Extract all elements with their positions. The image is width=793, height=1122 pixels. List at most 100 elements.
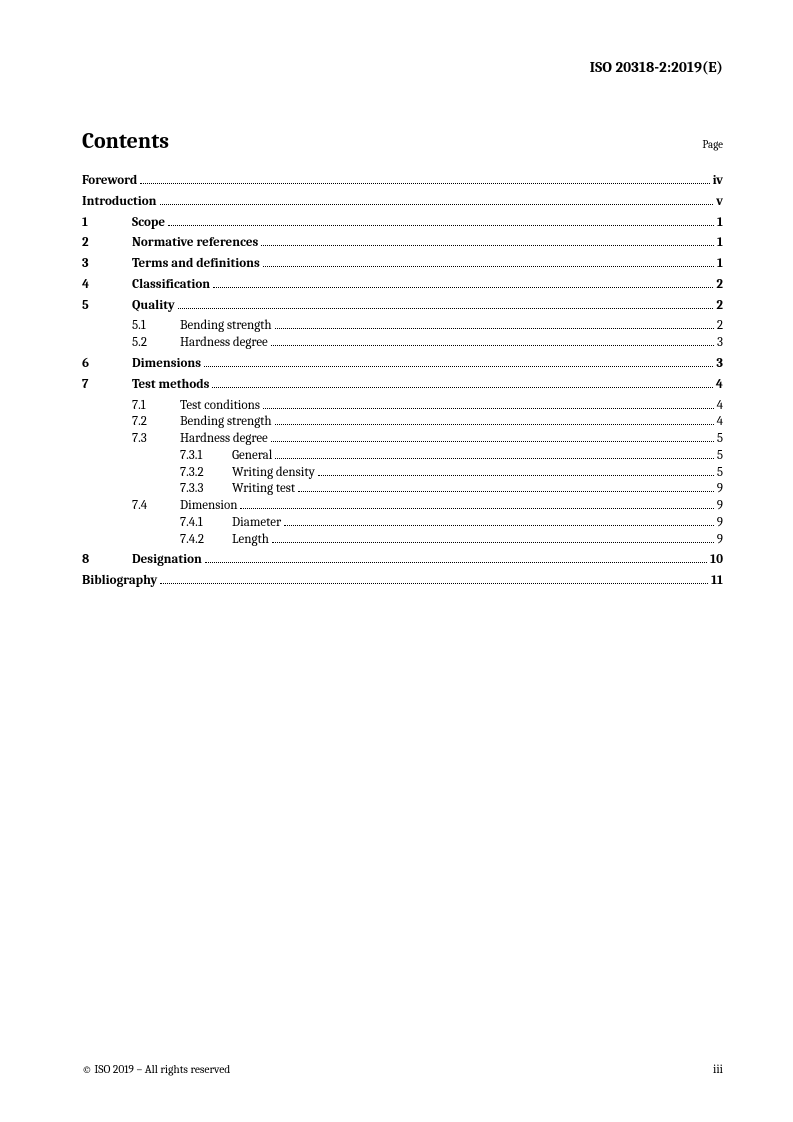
toc-leader (263, 398, 714, 408)
toc-entry-page: 10 (710, 553, 723, 567)
toc-entry: 4Classification2 (82, 278, 723, 292)
toc-entry: 7.4.1Diameter9 (82, 516, 723, 530)
toc-entry: 7.3.3Writing test9 (82, 482, 723, 496)
toc-entry-number: 5.2 (132, 336, 180, 350)
toc-entry: 7.2Bending strength4 (82, 415, 723, 429)
toc-entry-page: 1 (717, 216, 723, 230)
toc-entry-number: 7.4.1 (180, 516, 232, 530)
page: ISO 20318-2:2019(E) Contents Page Forewo… (0, 0, 793, 1122)
toc-entry-title: Test methods (132, 378, 209, 392)
toc-entry: 5.1Bending strength 2 (82, 319, 723, 333)
toc-entry: 6Dimensions3 (82, 357, 723, 371)
toc-leader (205, 553, 707, 563)
toc-leader (275, 415, 714, 425)
toc-entry-page: 9 (717, 533, 723, 547)
toc-entry: 3Terms and definitions 1 (82, 257, 723, 271)
toc-leader (213, 278, 713, 288)
toc-leader (168, 216, 714, 226)
toc-entry-title: Scope (132, 216, 165, 230)
toc-entry-title: Writing test (232, 482, 295, 496)
toc-entry-page: 5 (717, 449, 723, 463)
toc-entry-title: Dimensions (132, 357, 201, 371)
toc-entry-page: 2 (716, 278, 723, 292)
toc-leader (261, 236, 714, 246)
toc-entry-number: 5.1 (132, 319, 180, 333)
toc-entry-page: iv (713, 174, 723, 188)
toc-entry: 2Normative references 1 (82, 236, 723, 250)
toc-entry-number: 7.3.3 (180, 482, 232, 496)
toc-entry-page: 5 (717, 466, 723, 480)
toc-leader (178, 299, 714, 309)
page-footer: © ISO 2019 – All rights reserved iii (82, 1062, 723, 1076)
toc-entry-number: 7.1 (132, 399, 180, 413)
toc-leader (275, 449, 714, 459)
toc-entry-page: 5 (717, 432, 723, 446)
toc-leader (160, 574, 708, 584)
toc-leader (272, 533, 714, 543)
toc-entry-title: Dimension (180, 499, 237, 513)
copyright-text: © ISO 2019 – All rights reserved (82, 1063, 230, 1076)
toc-entry-title: Test conditions (180, 399, 260, 413)
toc-entry-number: 2 (82, 236, 132, 250)
toc-entry-title: Hardness degree (180, 432, 268, 446)
toc-entry-title: Hardness degree (180, 336, 268, 350)
toc-leader (160, 195, 714, 205)
toc-entry-page: 4 (717, 415, 723, 429)
toc-entry: 7.1Test conditions 4 (82, 398, 723, 412)
toc-entry-title: Bibliography (82, 574, 157, 588)
toc-entry-number: 7.4 (132, 499, 180, 513)
toc-entry-number: 5 (82, 299, 132, 313)
toc-entry-page: 2 (716, 299, 723, 313)
toc-group: 7Test methods47.1Test conditions47.2Bend… (82, 378, 723, 547)
toc-entry-title: Introduction (82, 195, 157, 209)
toc-entry-page: 11 (711, 574, 723, 588)
toc-entry-page: 3 (716, 357, 723, 371)
toc-entry-title: Foreword (82, 174, 137, 188)
toc-leader (240, 499, 713, 509)
toc-entry: 7.3.2Writing density5 (82, 465, 723, 479)
toc-entry-page: 1 (717, 236, 723, 250)
toc-entry-number: 7 (82, 378, 132, 392)
toc-entry: 7.3.1General 5 (82, 449, 723, 463)
toc-leader (284, 516, 714, 526)
document-id: ISO 20318-2:2019(E) (82, 58, 723, 76)
toc-entry-number: 7.4.2 (180, 533, 232, 547)
toc-entry-title: Bending strength (180, 319, 272, 333)
toc-entry-title: Length (232, 533, 269, 547)
toc-entry-title: Diameter (232, 516, 281, 530)
toc-entry-title: Quality (132, 299, 175, 313)
toc-entry-number: 7.3.1 (180, 449, 232, 463)
toc-entry-number: 7.3.2 (180, 466, 232, 480)
toc-entry-title: General (232, 449, 272, 463)
toc-entry: 1Scope1 (82, 216, 723, 230)
toc-group: 5Quality 2 5.1Bending strength 2 5.2Hardness… (82, 299, 723, 350)
page-number: iii (713, 1062, 723, 1076)
toc-entry-title: Terms and definitions (132, 257, 260, 271)
toc-entry-number: 8 (82, 553, 132, 567)
toc-entry-title: Bending strength (180, 415, 272, 429)
page-column-label: Page (702, 138, 723, 151)
toc-entry: 8Designation10 (82, 553, 723, 567)
toc-entry-title: Normative references (132, 236, 258, 250)
toc-entry-title: Classification (132, 278, 210, 292)
toc-leader (271, 336, 714, 346)
toc-entry-page: 1 (717, 257, 723, 271)
toc-entry: Foreword iv (82, 174, 723, 188)
toc-leader (298, 482, 714, 492)
toc-entry-page: 9 (717, 499, 723, 513)
toc-entry-number: 7.3 (132, 432, 180, 446)
toc-leader (204, 357, 713, 367)
toc-entry: 5.2Hardness degree3 (82, 336, 723, 350)
toc-leader (263, 257, 714, 267)
toc-entry: Bibliography 11 (82, 574, 723, 588)
toc-leader (271, 432, 714, 442)
toc-entry-page: 4 (716, 378, 723, 392)
toc-entry-page: 2 (717, 319, 723, 333)
toc-leader (140, 174, 709, 184)
toc-entry: 7.4.2Length 9 (82, 533, 723, 547)
toc-entry-page: 4 (717, 399, 723, 413)
contents-title: Contents (82, 128, 169, 154)
toc-leader (318, 465, 714, 475)
toc-entry-number: 3 (82, 257, 132, 271)
toc-entry: 7.4Dimension 9 (82, 499, 723, 513)
